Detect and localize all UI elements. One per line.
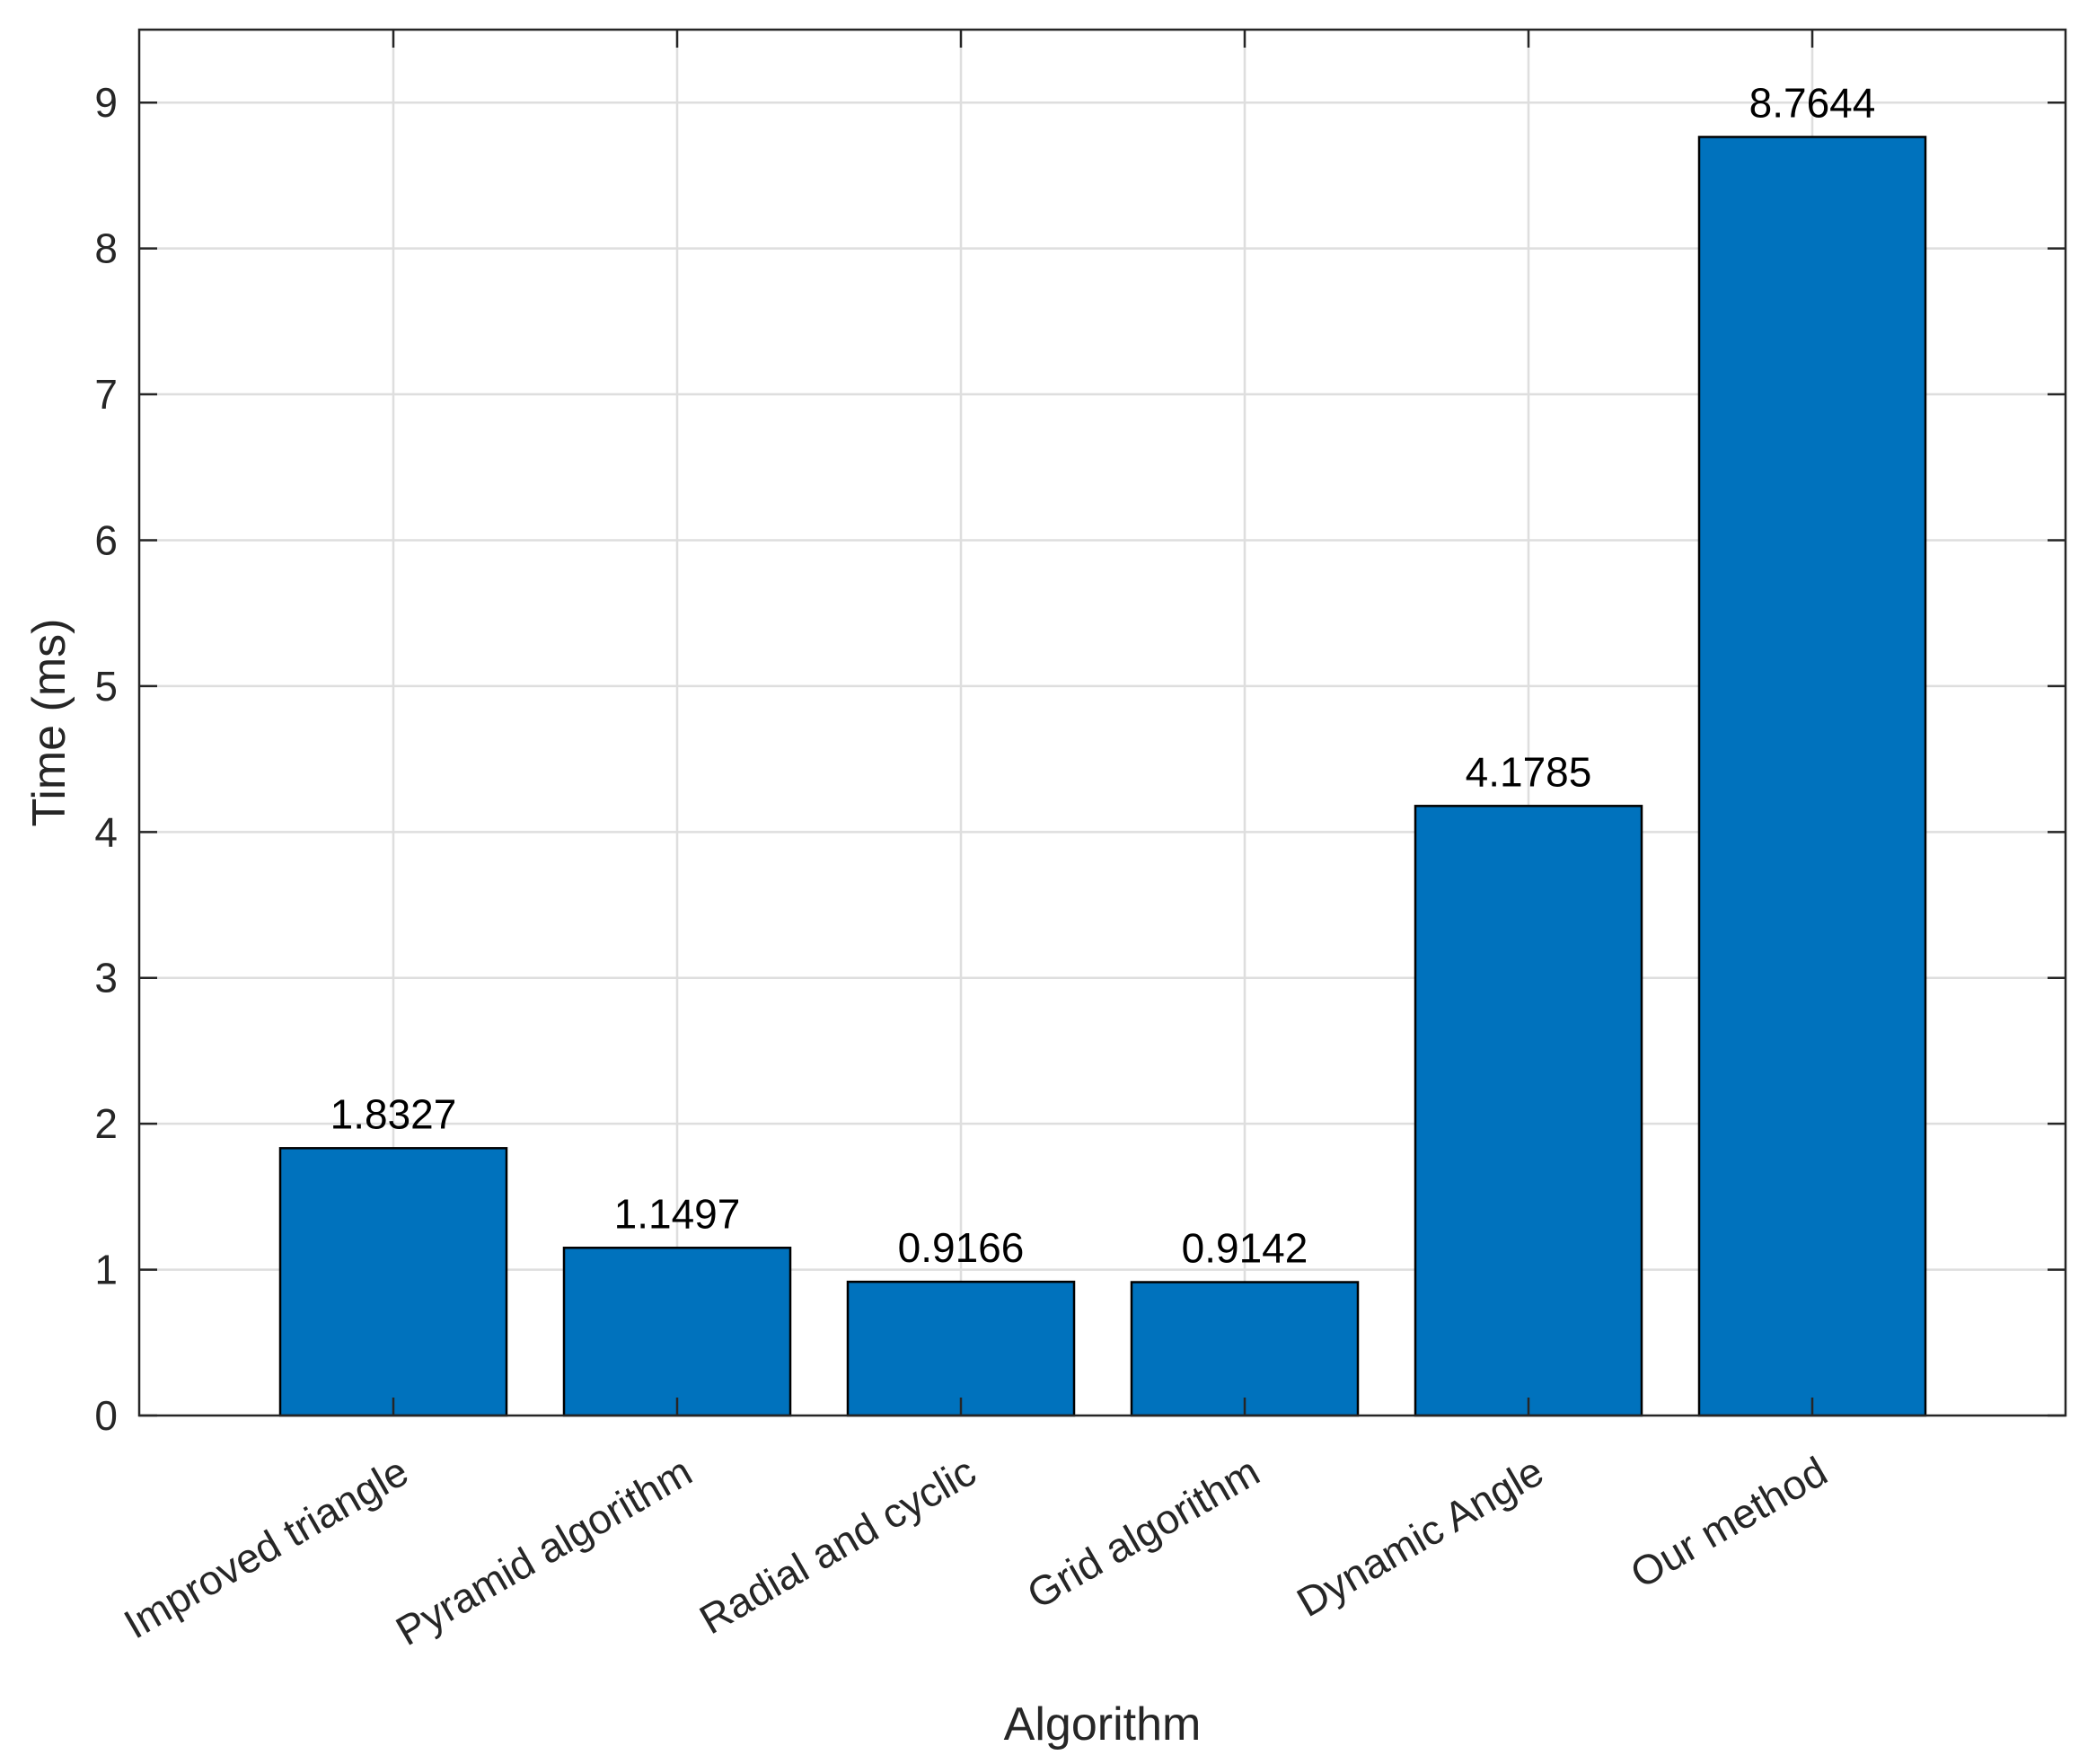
y-tick-label: 1 — [94, 1247, 118, 1293]
y-tick-label: 0 — [94, 1392, 118, 1439]
y-axis-title: Time (ms) — [23, 618, 75, 826]
y-tick-label: 9 — [94, 79, 118, 126]
bar — [1130, 1281, 1360, 1417]
x-tick-label: Radial and cyclic — [692, 1448, 983, 1644]
bar — [1697, 136, 1927, 1417]
x-tick-label: Grid algorithm — [1019, 1448, 1267, 1618]
y-tick-label: 2 — [94, 1100, 118, 1147]
x-tick-label: Dynamic Angle — [1289, 1448, 1551, 1626]
bar — [562, 1247, 792, 1417]
y-tick-label: 5 — [94, 663, 118, 710]
bars-layer — [278, 136, 1927, 1417]
bar-value-label: 4.1785 — [1466, 748, 1592, 795]
y-tick-label: 3 — [94, 955, 118, 1001]
bar — [278, 1147, 508, 1417]
y-tick-label: 8 — [94, 225, 118, 272]
axes-box — [137, 28, 2067, 1417]
bar-value-label: 0.9166 — [898, 1224, 1025, 1271]
y-tick-label: 4 — [94, 808, 118, 855]
bar-value-label: 8.7644 — [1749, 79, 1876, 126]
x-tick-label: Pyramid algorithm — [388, 1448, 700, 1654]
bar — [846, 1280, 1076, 1417]
bar — [1414, 805, 1643, 1417]
y-tick-label: 6 — [94, 516, 118, 563]
x-tick-label: Our method — [1623, 1448, 1835, 1597]
x-tick-label: Improved triangle — [116, 1448, 416, 1648]
bar-value-label: 1.1497 — [614, 1190, 741, 1237]
bar-value-label: 1.8327 — [330, 1090, 457, 1137]
y-tick-label: 7 — [94, 371, 118, 418]
ticks-layer — [139, 30, 2066, 1417]
bar-value-label: 0.9142 — [1182, 1225, 1308, 1272]
x-axis-title: Algorithm — [1004, 1698, 1202, 1751]
